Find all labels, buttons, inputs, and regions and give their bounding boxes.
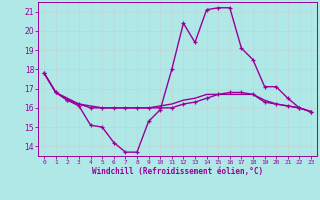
X-axis label: Windchill (Refroidissement éolien,°C): Windchill (Refroidissement éolien,°C) [92,167,263,176]
